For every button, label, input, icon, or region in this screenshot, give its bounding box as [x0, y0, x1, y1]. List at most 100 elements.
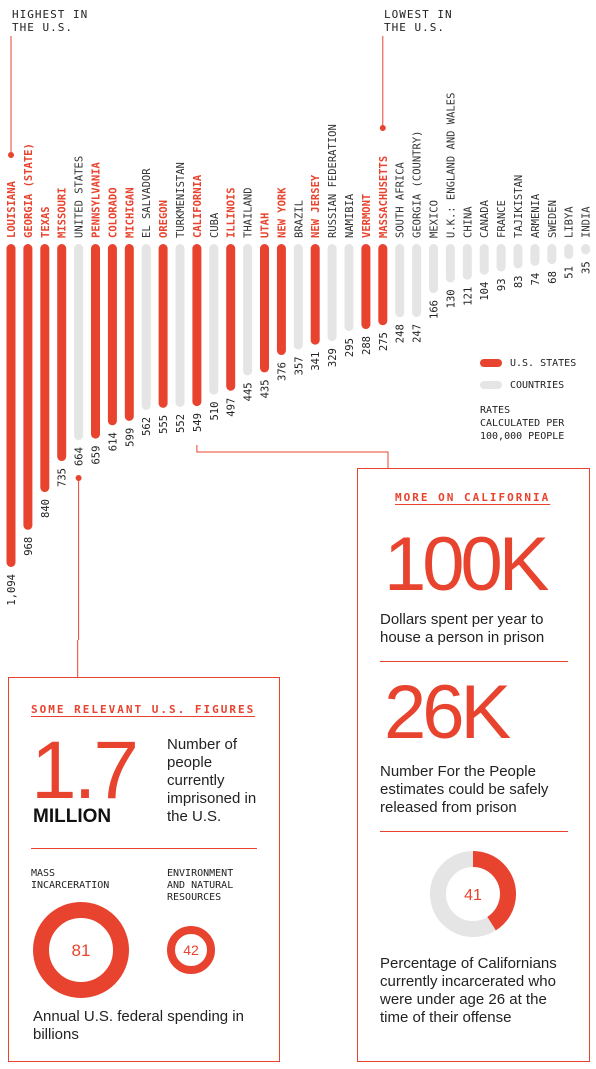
value-label-texas: 840	[40, 499, 52, 518]
bar-illinois	[226, 244, 236, 391]
prison-population-desc: Number of people currently imprisoned in…	[167, 736, 257, 825]
value-label-el-salvador: 562	[141, 417, 153, 436]
value-label-cuba: 510	[209, 402, 221, 421]
value-label-armenia: 74	[530, 273, 542, 286]
bar-pennsylvania	[91, 244, 100, 439]
value-label-brazil: 357	[293, 356, 305, 375]
rate-note: RATES CALCULATED PER 100,000 PEOPLE	[480, 405, 565, 442]
bar-label-louisiana: LOUISIANA	[6, 180, 18, 238]
bar-new-jersey	[310, 244, 320, 345]
mass-incarceration-label: MASS INCARCERATION	[31, 868, 110, 891]
value-label-colorado: 614	[107, 432, 119, 451]
environment-value: 42	[183, 942, 199, 958]
bar-label-missouri: MISSOURI	[57, 187, 69, 238]
bar-georgia-state	[23, 244, 33, 530]
prison-population-unit: MILLION	[33, 806, 112, 827]
spending-caption: Annual U.S. federal spending in billions	[33, 1008, 244, 1043]
value-label-u-k-england-and-wales: 130	[445, 289, 457, 308]
bar-cuba	[209, 244, 219, 395]
california-title: MORE ON CALIFORNIA	[395, 491, 551, 504]
lowest-dot	[379, 125, 386, 131]
bar-utah	[260, 244, 269, 373]
bar-label-utah: UTAH	[260, 213, 272, 238]
value-label-turkmenistan: 552	[175, 414, 187, 433]
bar-label-namibia: NAMIBIA	[344, 193, 356, 238]
bar-united-states	[74, 244, 84, 441]
value-label-pennsylvania: 659	[91, 446, 103, 465]
bar-label-turkmenistan: TURKMENISTAN	[175, 162, 187, 238]
value-label-france: 93	[496, 278, 508, 291]
environment-label: ENVIRONMENT AND NATURAL RESOURCES	[167, 868, 234, 903]
value-label-georgia-state: 968	[23, 537, 35, 556]
bar-libya	[564, 244, 574, 260]
bar-louisiana	[6, 244, 16, 567]
cost-per-prisoner-desc: Dollars spent per year to house a person…	[380, 611, 545, 646]
value-label-china: 121	[462, 287, 474, 306]
bar-sweden	[547, 244, 557, 265]
bar-thailand	[243, 244, 253, 376]
value-label-new-jersey: 341	[310, 352, 322, 371]
value-label-louisiana: 1,094	[6, 574, 18, 606]
legend-label-countries: COUNTRIES	[510, 379, 565, 391]
bar-russian-federation	[327, 244, 337, 342]
bar-vermont	[361, 244, 371, 330]
bar-label-france: FRANCE	[496, 200, 508, 238]
bar-armenia	[530, 244, 540, 266]
bar-label-georgia-state: GEORGIA (STATE)	[23, 143, 35, 238]
divider	[31, 848, 257, 849]
value-label-united-states: 664	[74, 447, 86, 466]
bar-massachusetts	[378, 244, 388, 326]
bar-label-united-states: UNITED STATES	[74, 156, 86, 238]
bar-u-k-england-and-wales	[445, 244, 455, 283]
bar-label-michigan: MICHIGAN	[124, 187, 136, 238]
bar-el-salvador	[141, 244, 151, 410]
bar-label-mexico: MEXICO	[429, 200, 441, 238]
legend-swatch-countries	[480, 381, 502, 389]
value-label-mexico: 166	[429, 300, 441, 319]
us-figures-panel: SOME RELEVANT U.S. FIGURES 1.7 MILLION N…	[8, 677, 280, 1062]
bar-label-brazil: BRAZIL	[293, 200, 305, 238]
bar-label-thailand: THAILAND	[243, 187, 255, 238]
chart-legend: U.S. STATES COUNTRIES RATES CALCULATED P…	[480, 352, 595, 443]
bar-namibia	[344, 244, 354, 332]
bar-label-illinois: ILLINOIS	[226, 187, 238, 238]
bar-south-africa	[395, 244, 405, 318]
bar-china	[462, 244, 472, 280]
value-label-namibia: 295	[344, 338, 356, 357]
under-26-donut: 41	[430, 851, 516, 937]
cost-per-prisoner-value: 100K	[384, 522, 549, 607]
value-label-thailand: 445	[243, 382, 255, 401]
bar-tajikistan	[513, 244, 523, 269]
united-states-dot	[75, 475, 82, 481]
highest-dot	[8, 152, 14, 158]
bar-mexico	[429, 244, 438, 294]
divider	[380, 831, 568, 832]
value-label-illinois: 497	[226, 398, 238, 417]
bar-label-el-salvador: EL SALVADOR	[141, 168, 153, 238]
mass-incarceration-donut: 81	[33, 902, 129, 998]
bar-missouri	[57, 244, 67, 462]
bar-label-texas: TEXAS	[40, 206, 52, 238]
value-label-california: 549	[192, 413, 204, 432]
value-label-sweden: 68	[547, 271, 559, 284]
value-label-india: 35	[581, 261, 593, 274]
value-label-vermont: 288	[361, 336, 373, 355]
bar-label-libya: LIBYA	[564, 206, 576, 238]
bar-label-california: CALIFORNIA	[192, 174, 204, 238]
value-label-massachusetts: 275	[378, 332, 390, 351]
bar-label-u-k-england-and-wales: U.K.: ENGLAND AND WALES	[445, 93, 457, 238]
bar-label-oregon: OREGON	[158, 200, 170, 238]
value-label-canada: 104	[479, 282, 491, 301]
bar-colorado	[107, 244, 117, 426]
under-26-arc	[430, 851, 516, 937]
bar-georgia-country	[412, 244, 422, 317]
bar-label-new-york: NEW YORK	[276, 187, 288, 238]
bar-france	[496, 244, 506, 272]
divider	[380, 661, 568, 662]
bar-label-tajikistan: TAJIKISTAN	[513, 175, 525, 238]
mass-incarceration-value: 81	[72, 941, 91, 960]
bar-label-canada: CANADA	[479, 199, 491, 238]
legend-swatch-us	[480, 359, 502, 367]
bar-new-york	[276, 244, 286, 356]
environment-donut: 42	[167, 926, 215, 974]
